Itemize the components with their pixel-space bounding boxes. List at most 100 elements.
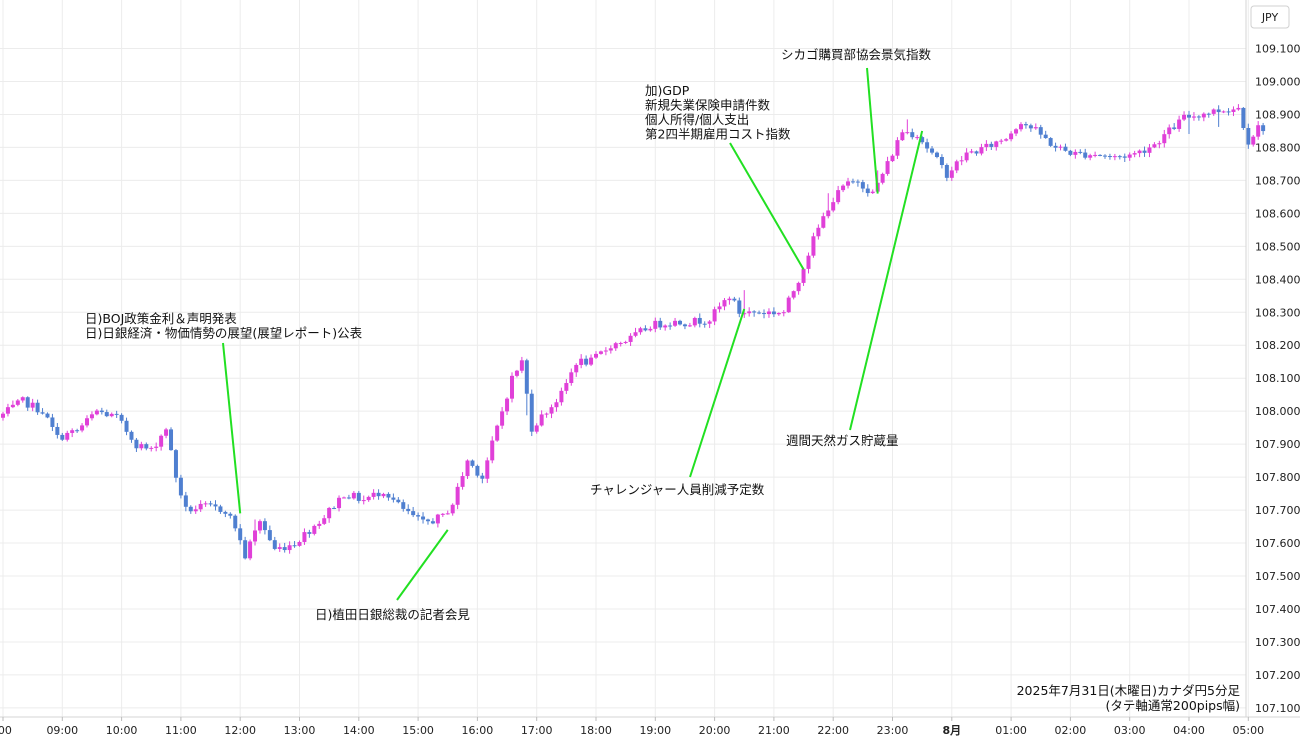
annotations: 日)BOJ政策金利＆声明発表日)日銀経済・物価情勢の展望(展望レポート)公表日)… — [85, 47, 932, 622]
y-tick-label: 108.500 — [1255, 240, 1300, 253]
candle-body — [490, 440, 495, 461]
annotation-text: 日)植田日銀総裁の記者会見 — [315, 607, 470, 622]
candle-body — [178, 477, 183, 496]
candle-body — [401, 502, 406, 509]
y-tick-label: 108.800 — [1255, 141, 1300, 154]
x-tick-label: 12:00 — [224, 724, 256, 737]
candle-body — [1172, 127, 1177, 129]
candle-body — [757, 312, 762, 314]
candle-body — [421, 516, 426, 520]
candle-body — [1107, 156, 1112, 158]
candle-body — [974, 151, 979, 154]
candle-body — [1098, 154, 1103, 156]
candle-body — [697, 317, 702, 324]
chart-caption: 2025年7月31日(木曜日)カナダ円5分足 (タテ軸通常200pips幅) — [1017, 683, 1241, 713]
candle-body — [786, 297, 791, 313]
candle-body — [1221, 111, 1226, 113]
grid — [0, 0, 1249, 717]
candle-body — [386, 493, 391, 498]
x-tick-label: 20:00 — [699, 724, 731, 737]
candle-body — [682, 324, 687, 327]
y-tick-label: 107.900 — [1255, 438, 1300, 451]
price-axis[interactable]: 109.100 109.000 108.900 108.800 108.700 108.6… — [1255, 43, 1300, 715]
y-tick-label: 107.600 — [1255, 537, 1300, 550]
x-tick-label: 23:00 — [877, 724, 909, 737]
y-tick-label: 109.000 — [1255, 75, 1300, 88]
time-axis[interactable]: :00 09:00 10:00 11:00 12:00 13:00 14:00 15:00 16… — [0, 717, 1264, 737]
currency-badge-box — [1250, 5, 1290, 29]
candle-body — [1028, 125, 1033, 129]
y-tick-label: 108.900 — [1255, 108, 1300, 121]
candle-body — [1211, 109, 1216, 114]
candle-body — [771, 311, 776, 315]
candle-body — [1, 413, 5, 418]
y-tick-label: 107.400 — [1255, 603, 1300, 616]
candle-body — [257, 521, 262, 531]
candle-body — [208, 503, 213, 505]
candle-body — [870, 191, 875, 194]
candle-body — [505, 398, 510, 412]
candle-body — [450, 504, 455, 514]
candle-body — [603, 350, 608, 352]
candle-body — [287, 545, 292, 551]
candle-body — [406, 508, 411, 512]
candle-body — [855, 181, 860, 183]
candle-body — [1088, 155, 1093, 158]
annotation-line — [729, 142, 805, 270]
candle-body — [460, 476, 465, 487]
candle-body — [435, 514, 440, 524]
annotation-text: 日)日銀経済・物価情勢の展望(展望レポート)公表 — [85, 326, 363, 341]
candle-body — [589, 357, 594, 365]
caption-line-1: 2025年7月31日(木曜日)カナダ円5分足 — [1017, 683, 1241, 698]
candle-body — [391, 497, 396, 500]
candle-body — [297, 541, 302, 546]
candle-body — [272, 540, 277, 549]
candle-body — [1152, 144, 1157, 148]
candle-body — [658, 320, 663, 328]
candle-body — [361, 500, 366, 502]
y-tick-label: 108.400 — [1255, 273, 1300, 286]
candle-body — [243, 540, 248, 559]
candle-body — [164, 429, 169, 436]
y-tick-label: 107.500 — [1255, 570, 1300, 583]
candle-body — [737, 300, 742, 314]
candle-body — [465, 460, 470, 477]
candle-body — [292, 545, 297, 547]
candle-body — [1236, 107, 1241, 110]
annotation-line — [396, 529, 449, 601]
candle-body — [85, 418, 90, 426]
y-tick-label: 109.100 — [1255, 43, 1300, 56]
candle-body — [766, 311, 771, 315]
candle-body — [455, 486, 460, 505]
candle-body — [183, 495, 188, 507]
candle-body — [253, 530, 258, 542]
candle-body — [1182, 114, 1187, 120]
candle-body — [440, 513, 445, 515]
candle-body — [890, 155, 895, 162]
candle-body — [188, 506, 193, 512]
candle-body — [20, 397, 25, 401]
currency-badge[interactable]: JPY — [1250, 5, 1290, 29]
candle-body — [762, 313, 767, 315]
candle-body — [964, 152, 969, 161]
candle-body — [633, 332, 638, 336]
x-tick-label: 02:00 — [1055, 724, 1087, 737]
candle-body — [584, 358, 589, 365]
candle-body — [371, 492, 376, 497]
candle-body — [351, 492, 356, 499]
candle-body — [831, 202, 836, 211]
candle-body — [445, 513, 450, 515]
candle-body — [865, 188, 870, 194]
candle-body — [55, 426, 60, 435]
candle-body — [1058, 146, 1063, 148]
annotation-text: 第2四半期雇用コスト指数 — [645, 127, 791, 142]
candle-body — [707, 321, 712, 324]
candle-body — [495, 425, 500, 441]
candle-body — [1241, 107, 1246, 128]
candle-body — [1162, 134, 1167, 144]
candle-body — [564, 383, 569, 391]
candle-body — [638, 328, 643, 333]
x-tick-label: 19:00 — [639, 724, 671, 737]
candle-body — [416, 515, 421, 517]
